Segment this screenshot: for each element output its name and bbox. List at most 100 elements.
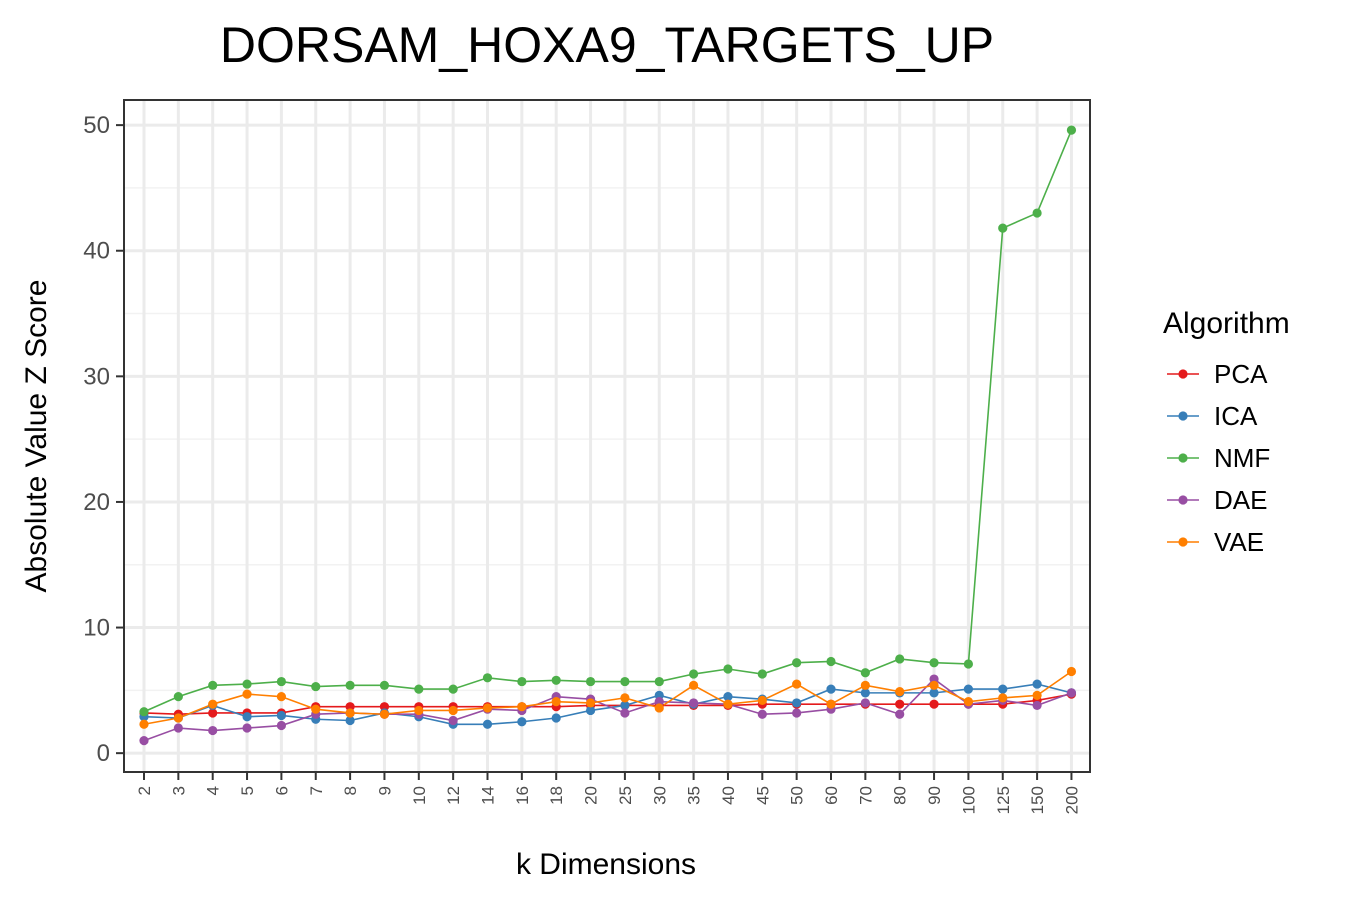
x-tick-label: 8 [341, 786, 360, 795]
data-point-ica [585, 705, 596, 716]
x-tick-label: 125 [994, 786, 1013, 814]
data-point-nmf [517, 676, 527, 687]
x-tick-label: 200 [1062, 786, 1081, 814]
x-tick-label: 20 [582, 786, 601, 805]
grid-lines [124, 100, 1090, 772]
data-point-nmf [482, 673, 493, 683]
series-line-ica [143, 683, 1072, 726]
x-tick-label: 30 [650, 786, 669, 805]
data-point-vae [173, 713, 183, 723]
x-tick-label: 25 [616, 786, 635, 805]
x-tick-label: 150 [1028, 786, 1047, 814]
data-point-dae [792, 708, 802, 718]
data-point-nmf [929, 658, 939, 668]
data-point-dae [860, 698, 870, 708]
data-point-ica [826, 684, 836, 694]
data-point-ica [482, 719, 493, 729]
data-point-vae [895, 687, 905, 697]
data-point-ica [345, 715, 355, 726]
data-point-nmf [551, 675, 561, 685]
data-point-nmf [345, 680, 355, 690]
x-tick-label: 5 [238, 786, 257, 795]
data-point-dae [242, 723, 252, 733]
data-point-nmf [895, 654, 905, 664]
x-tick-label: 7 [307, 786, 326, 795]
legend-marker-pca [1178, 369, 1188, 379]
data-point-ica [860, 688, 870, 698]
data-point-vae [1032, 690, 1042, 700]
data-point-nmf [723, 664, 733, 674]
legend-marker-dae [1178, 495, 1188, 505]
y-axis-title: Absolute Value Z Score [20, 280, 53, 593]
legend-label-dae: DAE [1214, 485, 1267, 515]
data-point-vae [998, 693, 1008, 703]
x-tick-label: 4 [204, 786, 223, 795]
data-point-vae [585, 698, 596, 708]
data-point-vae [311, 704, 321, 714]
data-point-ica [517, 717, 527, 727]
data-point-dae [173, 723, 183, 733]
plot-background [124, 100, 1090, 772]
y-tick-label: 30 [83, 363, 110, 390]
data-point-nmf [242, 679, 252, 689]
y-tick-label: 20 [83, 489, 110, 516]
data-point-vae [482, 703, 493, 713]
data-point-vae [345, 708, 355, 718]
data-point-ica [242, 712, 252, 722]
data-point-nmf [620, 676, 630, 687]
data-point-vae [551, 697, 561, 707]
data-point-dae [620, 708, 630, 718]
data-point-vae [792, 679, 802, 689]
legend-marker-nmf [1178, 453, 1188, 463]
data-point-dae [1032, 700, 1042, 711]
x-tick-label: 90 [925, 786, 944, 805]
legend-label-nmf: NMF [1214, 443, 1270, 473]
data-point-nmf [998, 223, 1008, 233]
data-point-vae [1066, 666, 1077, 677]
data-point-nmf [173, 692, 183, 702]
x-tick-label: 16 [513, 786, 532, 805]
data-point-nmf [792, 658, 802, 668]
legend-label-pca: PCA [1214, 359, 1268, 389]
x-tick-label: 45 [753, 786, 772, 805]
data-point-dae [895, 709, 905, 719]
x-axis: 2 3 4 5 6 7 8 9 10 12 14 16 18 20 25 30 35 40 45 50 60 70 80 90… [135, 772, 1081, 814]
x-tick-label: 70 [856, 786, 875, 805]
data-point-dae [757, 709, 767, 719]
legend-label-vae: VAE [1214, 527, 1264, 557]
data-point-nmf [139, 707, 149, 717]
y-tick-label: 40 [83, 238, 110, 265]
x-tick-label: 14 [479, 786, 498, 805]
series-lines [143, 129, 1073, 742]
y-tick-label: 50 [83, 112, 110, 139]
data-point-ica [792, 698, 802, 708]
y-axis: 0 10 20 30 40 50 [83, 112, 124, 767]
data-point-vae [276, 692, 286, 702]
x-tick-label: 18 [547, 786, 566, 805]
data-point-dae [1066, 688, 1077, 698]
data-point-vae [757, 695, 767, 706]
data-point-nmf [208, 680, 218, 690]
data-point-vae [963, 697, 974, 707]
legend-label-ica: ICA [1214, 401, 1258, 431]
x-tick-label: 6 [272, 786, 291, 795]
data-point-dae [689, 698, 699, 708]
x-tick-label: 12 [444, 786, 463, 805]
legend-marker-vae [1178, 537, 1188, 547]
x-tick-label: 35 [685, 786, 704, 805]
data-point-vae [826, 699, 836, 709]
data-point-vae [242, 689, 252, 699]
plot-panel-border [123, 99, 1091, 773]
data-point-vae [723, 699, 733, 709]
data-point-nmf [1066, 125, 1077, 135]
series-line-nmf [143, 129, 1073, 713]
data-point-vae [208, 699, 218, 709]
data-point-nmf [1032, 208, 1042, 218]
data-point-ica [1032, 679, 1042, 689]
x-tick-label: 3 [169, 786, 188, 795]
data-point-pca [208, 708, 218, 718]
data-point-vae [620, 693, 630, 703]
data-point-nmf [963, 659, 974, 669]
x-tick-label: 9 [375, 786, 394, 795]
